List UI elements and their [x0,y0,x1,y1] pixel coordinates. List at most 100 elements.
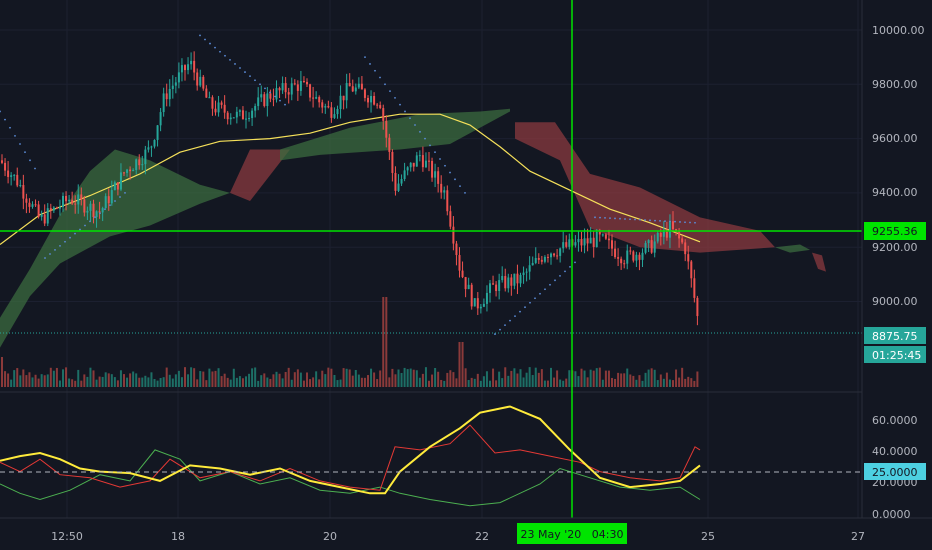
volume-bar [254,367,257,387]
volume-bar [537,372,540,387]
volume-bar [614,378,617,387]
volume-bar [241,378,244,387]
candle-body [531,262,534,266]
volume-bar [77,369,80,387]
candle-body [421,155,424,168]
volume-bar [211,371,214,387]
volume-bar [1,357,3,387]
candle-body [400,178,403,184]
moving-average-line [0,113,701,245]
psar-dot [639,218,641,221]
psar-dot [644,219,646,221]
candle-body [116,182,119,190]
psar-dot [109,204,111,207]
volume-bar [110,374,113,387]
candle-body [598,231,601,235]
candle-body [205,88,208,98]
psar-dot [394,96,396,99]
volume-bar [437,371,440,387]
volume-bar [409,368,412,387]
volume-bar [217,368,220,387]
volume-bar [165,367,168,387]
cloud-bearish [230,149,290,202]
candle-body [550,253,552,258]
candle-body [95,211,98,217]
volume-bar [104,372,107,387]
price-tick: 10000.00 [872,24,925,37]
candle-body [187,64,190,71]
psar-dot [224,54,226,57]
psar-dot [609,217,611,220]
candle-body [574,242,577,246]
candle-body [690,261,693,279]
volume-bar [226,377,229,387]
psar-dot [229,58,231,61]
psar-dot [569,265,571,268]
volume-bar [272,374,275,387]
indicator-tick: 0.0000 [872,508,911,521]
crosshair-price-label: 9255.36 [872,225,918,238]
psar-dot [34,167,36,170]
volume-bar [92,370,95,387]
volume-bar [324,374,327,387]
volume-bar [693,380,696,387]
candle-body [141,164,144,166]
psar-dot [684,221,686,224]
volume-bar [562,380,565,387]
psar-dot [414,124,416,126]
candle-body [162,93,165,113]
candle-body [415,155,418,167]
candle-body [104,196,107,209]
candle-body [86,210,89,213]
volume-bar [656,380,659,387]
psar-dot [254,79,256,82]
candle-body [257,97,260,107]
volume-bar [498,371,501,387]
volume-bar [208,368,211,387]
candle-body [312,97,315,99]
candle-body [498,280,501,291]
volume-bar [470,377,473,387]
volume-bar [147,377,150,387]
moving-average [0,113,701,245]
volume-bar [684,378,687,387]
candle-body [315,97,318,99]
volume-bar [16,368,19,387]
last-price-badge [864,327,926,344]
candle-body [684,242,687,255]
volume-bar [357,374,360,387]
volume-bar [101,376,104,387]
countdown-badge [864,346,926,363]
candle-body [229,117,232,120]
candle-body [641,252,644,260]
volume-bar [119,370,122,387]
candle-body [123,172,125,174]
candle-body [559,248,562,256]
candle-body [501,276,504,281]
candle-body [577,239,580,243]
psar-dot [384,83,386,86]
price-scale[interactable] [862,0,932,518]
candle-body [321,102,324,108]
candle-body [363,89,366,98]
candle-body [281,83,284,91]
volume-bar [489,380,491,387]
candle-body [132,170,135,172]
volume-bar [504,367,507,387]
volume-bar [620,373,623,387]
candle-body [379,105,382,109]
psar-dot [14,134,16,137]
time-scale[interactable] [0,518,932,550]
psar-dot [524,306,526,309]
volume-bar [10,379,13,387]
volume-bar [473,378,476,387]
candle-body [522,272,525,275]
psar-dot [539,292,541,295]
candle-body [129,169,132,172]
psar-dot [239,67,241,69]
psar-dot [259,83,261,86]
candle-body [449,211,452,227]
candle-body [71,199,74,204]
